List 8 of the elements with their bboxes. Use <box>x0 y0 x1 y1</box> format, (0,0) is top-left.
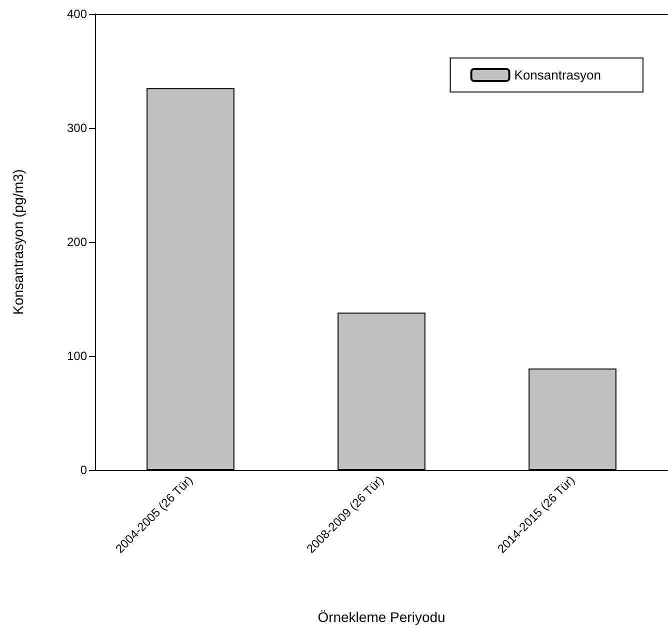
y-tick-label: 200 <box>66 235 88 249</box>
legend-label: Konsantrasyon <box>514 68 602 82</box>
y-tick-label: 0 <box>80 463 88 477</box>
y-tick-label: 100 <box>66 349 88 363</box>
y-axis-title: Konsantrasyon (pg/m3) <box>10 169 26 315</box>
y-tick-label: 300 <box>66 121 88 135</box>
x-axis-title: Örnekleme Periyodu <box>318 609 446 625</box>
y-tick-label: 400 <box>66 7 88 21</box>
